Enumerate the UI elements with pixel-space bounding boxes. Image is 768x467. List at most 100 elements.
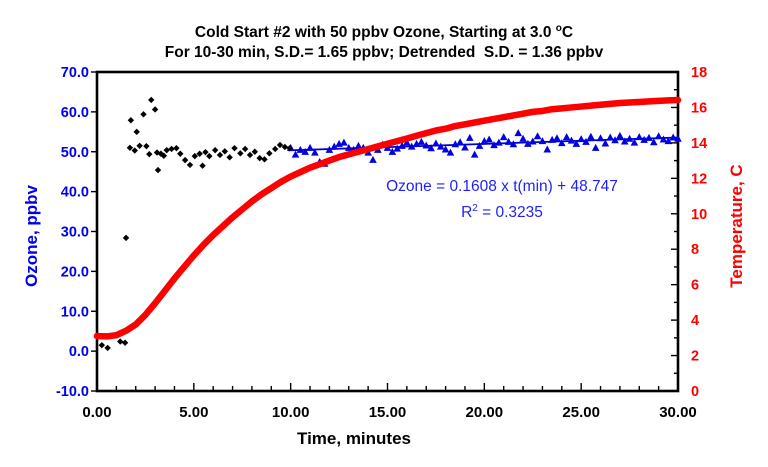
data-point-triangle bbox=[398, 141, 406, 149]
data-point-diamond bbox=[148, 96, 155, 104]
y-left-tick-label: 60.0 bbox=[61, 105, 89, 121]
data-point-triangle bbox=[393, 144, 401, 152]
data-point-diamond bbox=[163, 146, 170, 154]
data-point-diamond bbox=[199, 162, 206, 169]
chart-title-text: Cold Start #2 with 50 ppbv Ozone, Starti… bbox=[194, 24, 556, 42]
data-point-triangle bbox=[311, 148, 319, 156]
data-point-diamond bbox=[121, 339, 129, 346]
y-right-tick-label: 12 bbox=[691, 171, 707, 187]
data-point-triangle bbox=[412, 139, 421, 147]
data-point-diamond bbox=[154, 166, 162, 174]
data-point-diamond bbox=[133, 128, 140, 136]
data-point-triangle bbox=[456, 138, 464, 146]
data-point-triangle bbox=[354, 141, 363, 149]
data-point-triangle bbox=[417, 137, 426, 145]
data-point-triangle bbox=[582, 137, 590, 145]
data-point-diamond bbox=[211, 146, 219, 154]
data-point-triangle bbox=[470, 150, 479, 158]
data-point-triangle bbox=[466, 133, 474, 141]
data-point-diamond bbox=[168, 145, 175, 153]
data-point-triangle bbox=[553, 134, 561, 142]
y-left-tick-label: 50.0 bbox=[61, 145, 89, 161]
regression-equation: Ozone = 0.1608 x t(min) + 48.747 bbox=[386, 178, 618, 195]
y-right-tick-label: 2 bbox=[691, 349, 699, 365]
data-point-triangle bbox=[407, 142, 416, 150]
data-point-triangle bbox=[514, 129, 523, 137]
data-point-diamond bbox=[276, 141, 284, 149]
data-point-triangle bbox=[519, 134, 527, 142]
data-point-triangle bbox=[485, 135, 493, 143]
data-point-triangle bbox=[674, 134, 682, 142]
data-point-triangle bbox=[446, 148, 455, 156]
data-point-triangle bbox=[640, 135, 648, 143]
data-point-diamond bbox=[216, 151, 224, 159]
data-point-diamond bbox=[160, 152, 168, 159]
y-left-tick-label: 70.0 bbox=[61, 65, 89, 81]
y-right-tick-label: 6 bbox=[691, 278, 699, 294]
y-left-tick-label: -10.0 bbox=[56, 384, 89, 400]
data-point-diamond bbox=[157, 150, 165, 157]
data-point-diamond bbox=[231, 144, 238, 152]
data-point-diamond bbox=[286, 144, 293, 152]
data-point-triangle bbox=[495, 138, 503, 146]
data-point-diamond bbox=[246, 151, 254, 159]
data-point-triangle bbox=[461, 143, 469, 151]
data-point-triangle bbox=[306, 143, 314, 151]
data-point-triangle bbox=[369, 155, 377, 163]
data-point-triangle bbox=[344, 143, 353, 151]
data-point-diamond bbox=[281, 143, 289, 151]
data-point-triangle bbox=[669, 133, 677, 141]
data-point-diamond bbox=[206, 152, 213, 160]
data-point-triangle bbox=[611, 136, 619, 144]
chart-subtitle: For 10-30 min, S.D.= 1.65 ppbv; Detrende… bbox=[164, 44, 604, 61]
data-point-triangle bbox=[533, 132, 542, 140]
data-point-triangle bbox=[383, 143, 392, 151]
data-point-triangle bbox=[301, 147, 309, 155]
data-point-triangle bbox=[422, 141, 431, 149]
y-left-tick-label: 10.0 bbox=[61, 304, 89, 320]
data-point-triangle bbox=[340, 138, 348, 146]
data-point-triangle bbox=[596, 134, 605, 142]
data-point-diamond bbox=[266, 150, 273, 157]
data-point-diamond bbox=[202, 148, 209, 156]
data-point-triangle bbox=[635, 133, 644, 141]
data-point-triangle bbox=[538, 137, 547, 145]
degree-superscript: o bbox=[555, 23, 562, 34]
y-left-tick-label: 0.0 bbox=[69, 344, 89, 360]
data-point-diamond bbox=[104, 344, 111, 352]
data-point-diamond bbox=[221, 148, 229, 155]
data-point-triangle bbox=[654, 132, 663, 140]
y-right-tick-label: 16 bbox=[691, 100, 707, 116]
data-point-triangle bbox=[528, 137, 537, 145]
data-point-triangle bbox=[504, 137, 513, 145]
data-point-diamond bbox=[186, 161, 194, 169]
data-point-diamond bbox=[98, 341, 106, 349]
data-point-triangle bbox=[451, 140, 460, 148]
data-point-triangle bbox=[436, 142, 445, 150]
data-point-triangle bbox=[291, 150, 300, 158]
data-point-triangle bbox=[330, 142, 339, 150]
regression-annotation: Ozone = 0.1608 x t(min) + 48.747 R2 = 0.… bbox=[352, 176, 652, 224]
data-point-diamond bbox=[256, 154, 263, 162]
data-point-diamond bbox=[173, 144, 180, 152]
x-tick-label: 30.00 bbox=[659, 404, 697, 421]
data-point-triangle bbox=[567, 136, 576, 144]
chart-title-unit: C bbox=[561, 24, 574, 42]
y-right-tick-label: 8 bbox=[691, 242, 699, 258]
data-point-triangle bbox=[577, 135, 585, 143]
data-point-triangle bbox=[499, 133, 508, 141]
data-point-diamond bbox=[226, 154, 233, 161]
r-squared-value: R2 = 0.3235 bbox=[461, 203, 543, 222]
data-point-triangle bbox=[606, 133, 615, 141]
x-tick-label: 20.00 bbox=[466, 404, 504, 421]
y-right-tick-label: 10 bbox=[691, 207, 707, 223]
x-tick-label: 15.00 bbox=[369, 404, 407, 421]
data-point-triangle bbox=[558, 139, 566, 147]
data-point-triangle bbox=[296, 145, 305, 153]
y-axis-label-ozone: Ozone, ppbv bbox=[22, 185, 41, 287]
data-point-diamond bbox=[126, 144, 134, 151]
data-point-triangle bbox=[572, 139, 581, 147]
data-point-diamond bbox=[136, 142, 143, 149]
data-point-triangle bbox=[475, 141, 484, 149]
